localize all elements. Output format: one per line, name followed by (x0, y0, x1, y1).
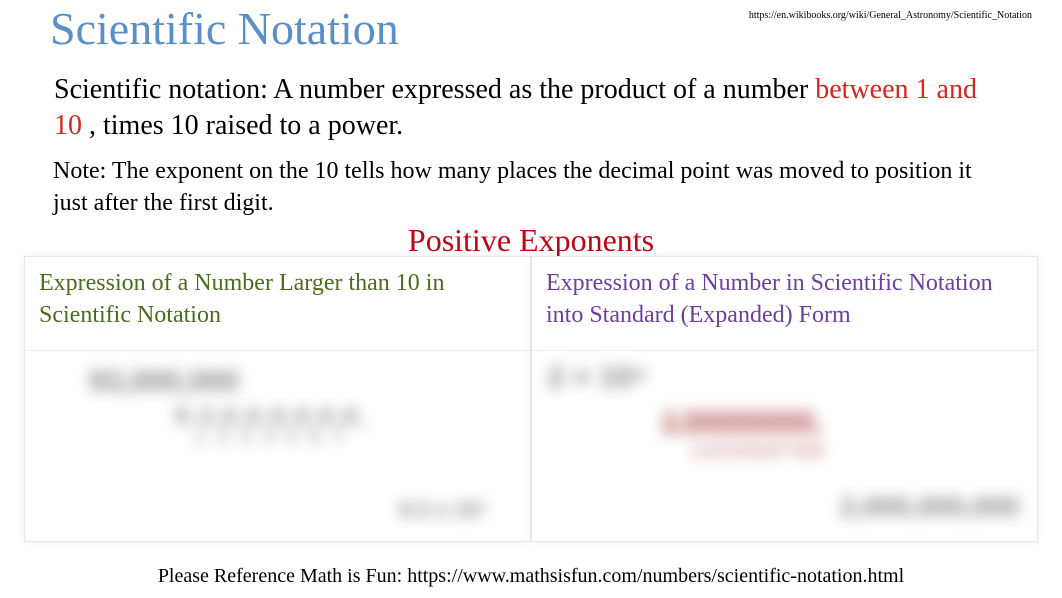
right-panel-body: 2 × 10⁹ 2.000000000. 1 2 3 4 5 6 7 8 9 2… (532, 351, 1037, 541)
section-header-text: Positive Exponents (408, 222, 654, 258)
section-header: Positive Exponents (0, 222, 1062, 259)
definition-tail: , times 10 raised to a power. (89, 110, 403, 141)
left-panel-body: 93,000,000 9.3,0,0,0,0,0,0, 1 2 3 4 5 6 … (25, 351, 530, 541)
title-text: Scientific Notation (50, 3, 399, 54)
page-title: Scientific Notation (50, 2, 399, 55)
blur-text: 93,000,000 (89, 365, 239, 399)
definition-lead: Scientific notation: A number expressed … (54, 74, 815, 105)
blur-text: 1 2 3 4 5 6 7 8 9 (692, 441, 822, 462)
left-panel: Expression of a Number Larger than 10 in… (24, 256, 531, 542)
right-panel-header: Expression of a Number in Scientific Not… (532, 257, 1037, 351)
panels-row: Expression of a Number Larger than 10 in… (24, 256, 1038, 542)
footer-reference: Please Reference Math is Fun: https://ww… (0, 565, 1062, 588)
blur-text: 2 × 10⁹ (548, 361, 646, 395)
note-text: Note: The exponent on the 10 tells how m… (53, 155, 993, 220)
source-url: https://en.wikibooks.org/wiki/General_As… (749, 10, 1032, 21)
blur-text: 9.3 x 10⁷ (399, 497, 488, 523)
blur-text: 2,000,000,000 (840, 491, 1019, 523)
definition-block: Scientific notation: A number expressed … (54, 72, 994, 145)
blur-text: 2.000000000. (662, 405, 821, 436)
left-panel-header: Expression of a Number Larger than 10 in… (25, 257, 530, 351)
blur-text: 1 2 3 4 5 6 7 (195, 427, 347, 448)
right-panel: Expression of a Number in Scientific Not… (531, 256, 1038, 542)
